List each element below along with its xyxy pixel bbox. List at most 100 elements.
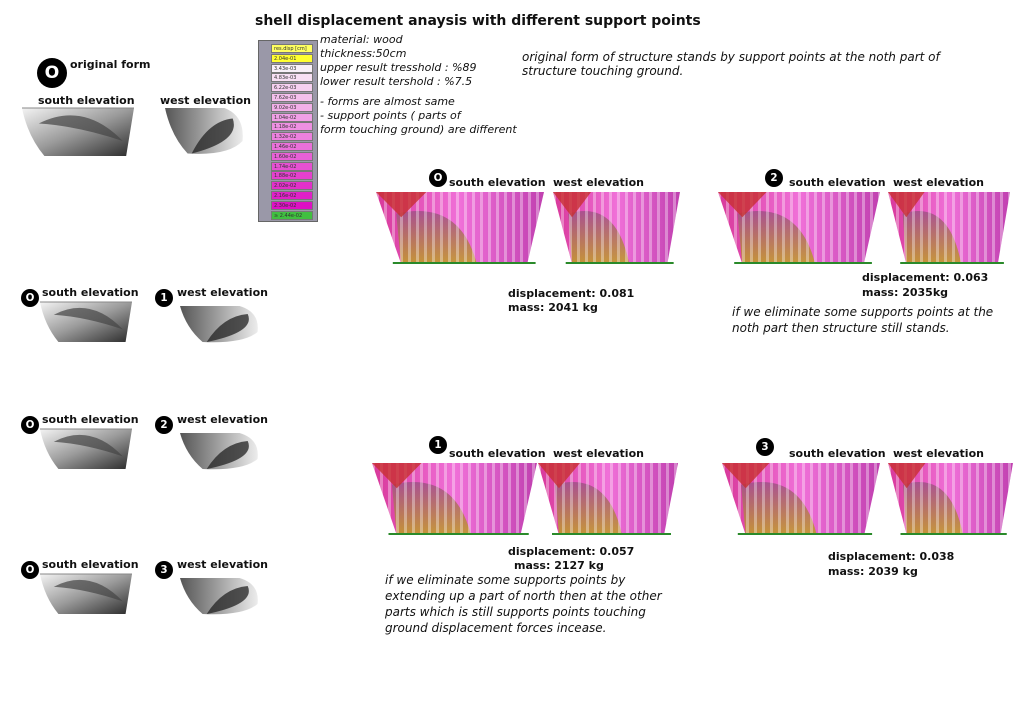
original-label: original form [70,58,151,71]
note-line: - support points ( parts of [320,109,461,122]
badge: 1 [155,289,173,307]
shape-part [372,463,537,535]
badge: 1 [429,436,447,454]
legend-entry: 9.02e-03 [271,102,313,112]
south-label: south elevation [42,413,139,426]
shape-part [718,192,767,218]
shape-part [22,108,134,156]
west-label: west elevation [893,447,984,460]
legend: res.disp [cm] 2.04e-01 3.43e-03 4.83e-03 6.2… [258,40,318,222]
badge: O [21,289,39,307]
badge: O [21,561,39,579]
legend-entry: 1.32e-02 [271,132,313,142]
badge: 3 [756,438,774,456]
shape-part [40,302,132,342]
displacement-render [372,463,537,535]
legend-entry: 2.16e-02 [271,191,313,200]
west-label: west elevation [160,94,251,107]
shape-part [376,192,427,218]
note-line: form touching ground) are different [320,123,517,136]
shape-part [206,441,249,469]
shape-part [553,192,592,218]
shape-part [180,306,258,343]
west-shell [180,306,258,343]
displacement-render [718,192,880,264]
south-shell [40,428,132,469]
badge: O [429,169,447,187]
west-label: west elevation [177,558,268,571]
title: shell displacement anaysis with differen… [255,13,701,29]
displacement-render [553,192,680,264]
shape-part [538,463,580,489]
note-line: material: wood [320,33,403,46]
shape-part [722,463,880,535]
shape-part [888,463,926,489]
legend-entry: 1.04e-02 [271,112,313,122]
legend-entry: 7.62e-03 [271,93,313,102]
south-label: south elevation [38,94,135,107]
west-label: west elevation [553,447,644,460]
legend-entry: 1.18e-02 [271,122,313,132]
result-note: if we eliminate some supports points at … [732,305,994,335]
shape-part [180,433,258,470]
mass: mass: 2039 kg [828,565,918,578]
south-label: south elevation [42,558,139,571]
badge: O [21,416,39,434]
shape-part [538,463,678,535]
displacement: displacement: 0.081 [508,287,635,300]
west-shell [165,108,243,154]
west-shell [180,578,258,615]
shape-part [206,586,249,614]
displacement-render [722,463,880,535]
shape-part [53,434,123,457]
note-line: upper result tresshold : %89 [320,61,477,74]
legend-entry: 2.04e-01 [271,53,313,63]
west-label: west elevation [177,413,268,426]
west-label: west elevation [177,286,268,299]
shape-part [553,192,680,264]
displacement-render [376,192,544,264]
mass: mass: 2041 kg [508,301,598,314]
shape-part [38,115,123,141]
west-label: west elevation [893,176,984,189]
legend-entry: 1.46e-02 [271,142,313,151]
south-shell [40,301,132,342]
legend-entry: 1.74e-02 [271,161,313,171]
displacement-render [888,463,1013,535]
shape-part [888,192,1010,264]
legend-entry: 1.88e-02 [271,171,313,181]
shape-part [40,429,132,469]
shape-part [165,108,243,154]
displacement: displacement: 0.038 [828,550,955,563]
shape-part [191,118,234,154]
shape-part [722,463,770,489]
west-label: west elevation [553,176,644,189]
badge: 2 [155,416,173,434]
mass: mass: 2035kg [862,286,949,299]
legend-entry: 1.60e-02 [271,151,313,161]
shape-part [53,307,123,330]
south-label: south elevation [789,447,886,460]
displacement: displacement: 0.057 [508,545,635,558]
shape-part [888,463,1013,535]
legend-entry: 3.43e-03 [271,63,313,73]
south-label: south elevation [449,176,546,189]
shape-part [40,574,132,614]
shape-part [376,192,544,264]
badge: O [37,58,67,88]
shape-part [206,314,249,342]
shape-part [53,579,123,602]
legend-entry: 6.22e-03 [271,83,313,93]
south-label: south elevation [42,286,139,299]
shape-part [372,463,422,489]
legend-entry: ≥ 2.44e-02 [271,210,313,220]
shape-part [718,192,880,264]
south-label: south elevation [789,176,886,189]
legend-entry: 2.02e-02 [271,181,313,191]
intro-text: original form of structure stands by sup… [522,50,940,78]
note-line: - forms are almost same [320,95,455,108]
displacement: displacement: 0.063 [862,271,989,284]
displacement-render [538,463,678,535]
shape-part [888,192,925,218]
